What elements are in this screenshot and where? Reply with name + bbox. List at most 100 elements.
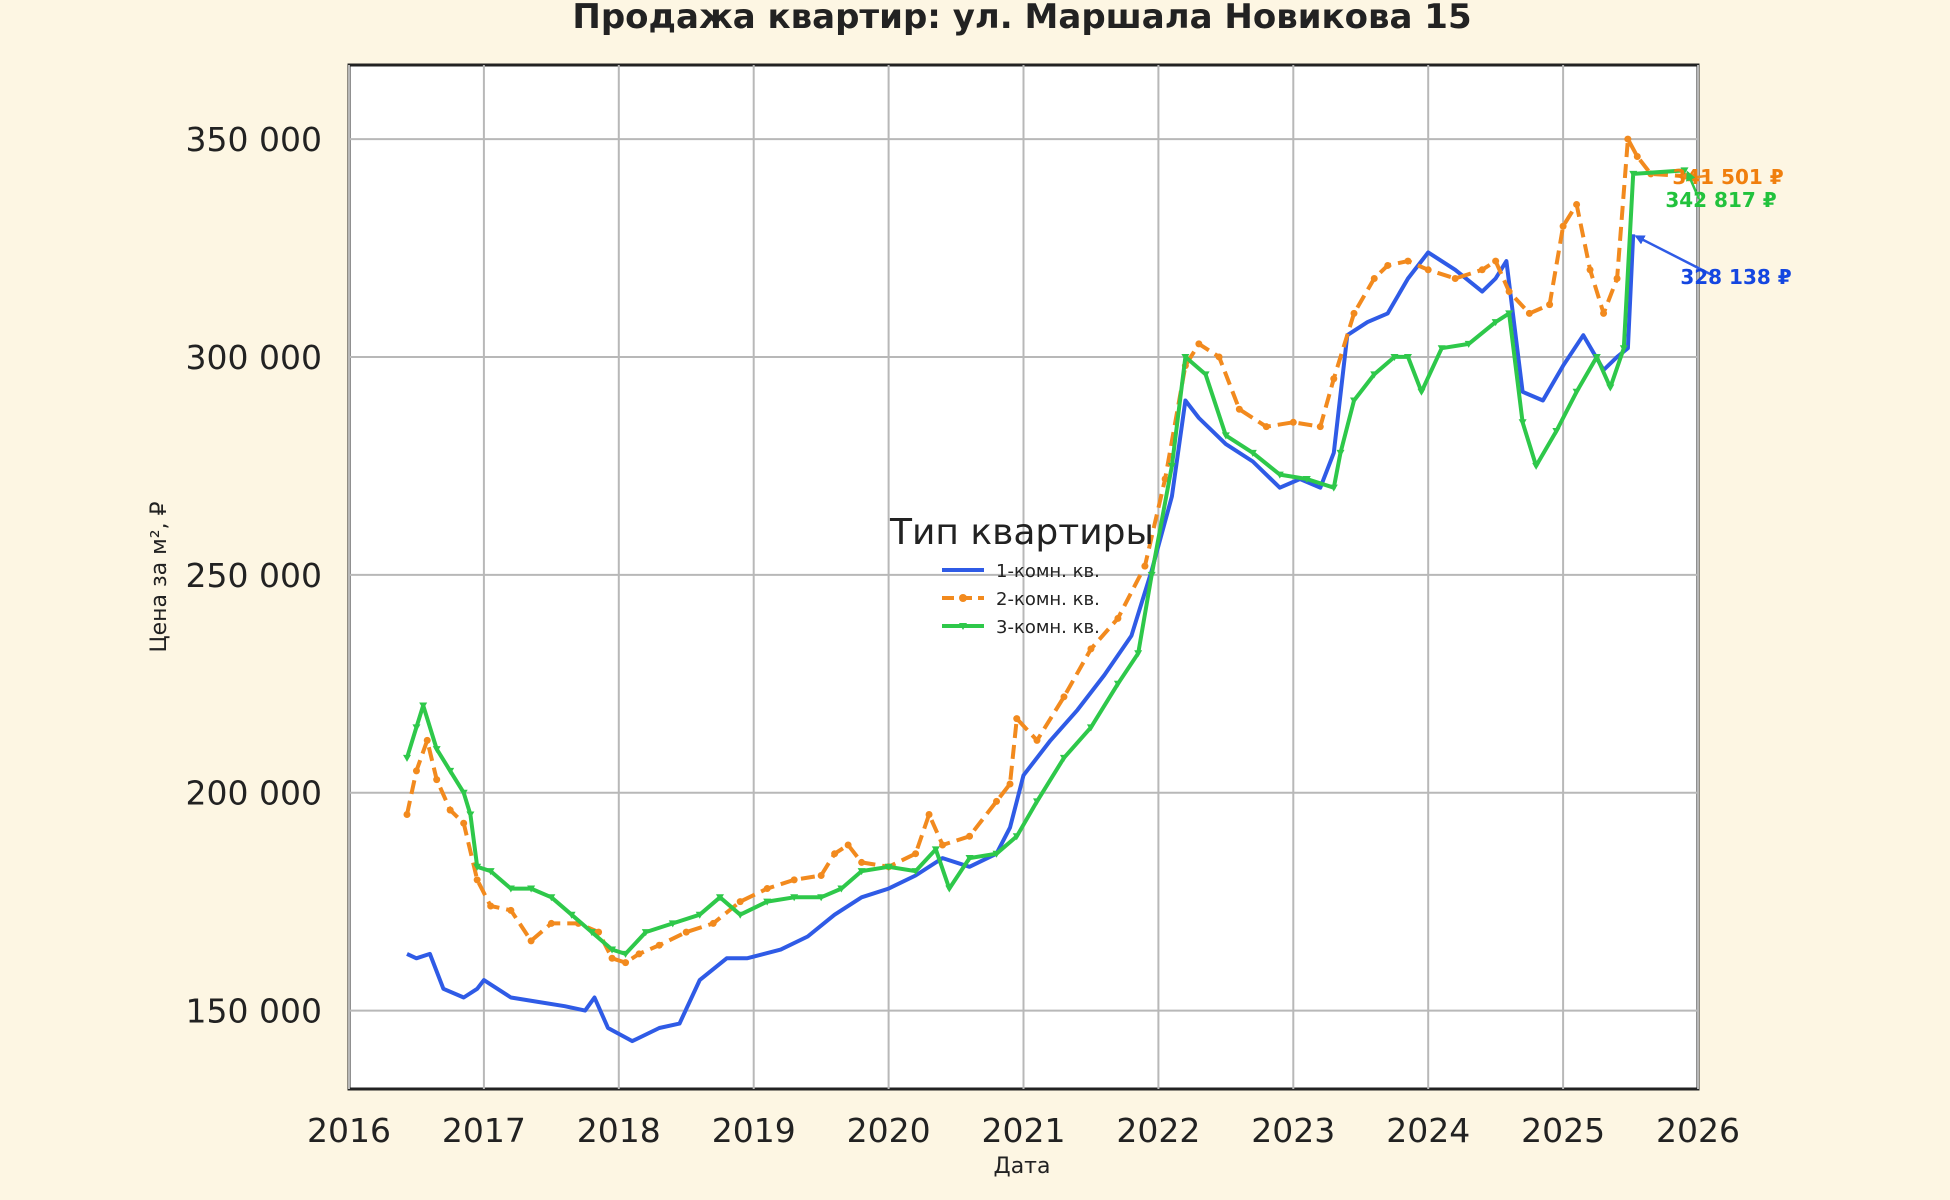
data-point <box>1572 388 1581 396</box>
legend-label: 2-комн. кв. <box>996 589 1100 610</box>
data-point <box>966 832 974 840</box>
data-point <box>884 863 893 871</box>
data-point <box>507 906 515 914</box>
data-point <box>1215 353 1223 361</box>
data-point <box>1013 715 1021 723</box>
data-point <box>1606 384 1615 392</box>
x-tick-label: 2017 <box>442 1111 526 1150</box>
data-point <box>668 920 677 928</box>
data-point <box>1573 200 1581 208</box>
data-point <box>1060 693 1068 701</box>
data-point <box>1330 375 1338 383</box>
data-point <box>403 754 412 762</box>
data-point <box>1235 405 1243 413</box>
data-point <box>622 959 630 967</box>
x-tick-label: 2018 <box>577 1111 661 1150</box>
legend-item: 2-комн. кв. <box>942 589 1100 610</box>
data-point <box>1221 432 1230 440</box>
y-tick-label: 250 000 <box>186 556 322 595</box>
data-point <box>709 919 717 927</box>
data-point <box>587 929 596 937</box>
data-point <box>403 810 411 818</box>
series-1 <box>406 234 1636 1044</box>
data-point <box>1201 371 1210 379</box>
data-point <box>1532 462 1541 470</box>
data-point <box>473 863 482 871</box>
data-point <box>655 941 663 949</box>
series-3 <box>403 167 1689 958</box>
data-point <box>844 841 852 849</box>
data-point <box>1464 340 1473 348</box>
data-point <box>1167 462 1176 470</box>
legend: Тип квартиры 1-комн. кв. 2-комн. кв. 3-ком… <box>889 512 1154 638</box>
data-point <box>763 898 772 906</box>
data-point <box>1262 423 1270 431</box>
x-tick-label: 2020 <box>847 1111 931 1150</box>
data-point <box>837 885 846 893</box>
legend-title: Тип квартиры <box>889 512 1154 553</box>
data-point <box>1059 754 1068 762</box>
data-point <box>432 746 441 754</box>
data-point <box>1350 397 1359 405</box>
data-point <box>1624 135 1632 143</box>
data-point <box>1505 310 1514 318</box>
data-point <box>1336 449 1345 457</box>
x-tick-label: 2019 <box>712 1111 796 1150</box>
data-point <box>1147 571 1156 579</box>
data-point <box>925 810 933 818</box>
x-tick-label: 2025 <box>1521 1111 1605 1150</box>
data-point <box>682 928 690 936</box>
data-point <box>1141 562 1149 570</box>
data-point <box>1113 680 1122 688</box>
data-point <box>695 911 704 919</box>
series-line <box>405 137 1685 965</box>
y-tick-label: 300 000 <box>186 338 322 377</box>
data-point <box>857 868 866 876</box>
data-point <box>715 894 724 902</box>
series-line <box>405 168 1685 956</box>
data-point <box>1478 266 1486 274</box>
data-point <box>1350 309 1358 317</box>
data-point <box>1613 275 1621 283</box>
data-point <box>1329 484 1338 492</box>
data-point <box>1559 222 1567 230</box>
data-point <box>1316 423 1324 431</box>
data-point <box>446 767 455 775</box>
chart-title: Продажа квартир: ул. Маршала Новикова 15 <box>572 0 1471 37</box>
data-point <box>547 919 555 927</box>
series-2 <box>403 135 1689 967</box>
end-label-arrow <box>1634 235 1715 278</box>
x-tick-label: 2022 <box>1116 1111 1200 1150</box>
data-point <box>993 797 1001 805</box>
x-tick-label: 2024 <box>1386 1111 1470 1150</box>
data-point <box>527 937 535 945</box>
data-point <box>1006 780 1014 788</box>
data-point <box>621 950 630 958</box>
data-point <box>1033 736 1041 744</box>
data-point <box>419 702 428 710</box>
y-tick-label: 150 000 <box>186 992 322 1031</box>
legend-label: 1-комн. кв. <box>996 561 1100 582</box>
x-tick-label: 2021 <box>982 1111 1066 1150</box>
data-point <box>1437 345 1446 353</box>
data-point <box>1195 340 1203 348</box>
data-point <box>1629 170 1638 178</box>
end-value-label: 342 817 ₽ <box>1665 188 1776 212</box>
data-point <box>992 850 1001 858</box>
y-tick-label: 200 000 <box>186 774 322 813</box>
data-point <box>1404 257 1412 265</box>
data-point <box>608 954 616 962</box>
data-point <box>1505 288 1513 296</box>
data-point <box>1302 475 1311 483</box>
data-point <box>1586 266 1594 274</box>
data-point <box>831 850 839 858</box>
data-point <box>506 885 515 893</box>
series-lines <box>403 135 1689 1044</box>
x-tick-label: 2023 <box>1251 1111 1335 1150</box>
data-point <box>736 911 745 919</box>
legend-marker <box>959 594 967 602</box>
legend-item: 1-комн. кв. <box>942 561 1100 582</box>
data-point <box>1633 153 1641 161</box>
data-point <box>1525 309 1533 317</box>
